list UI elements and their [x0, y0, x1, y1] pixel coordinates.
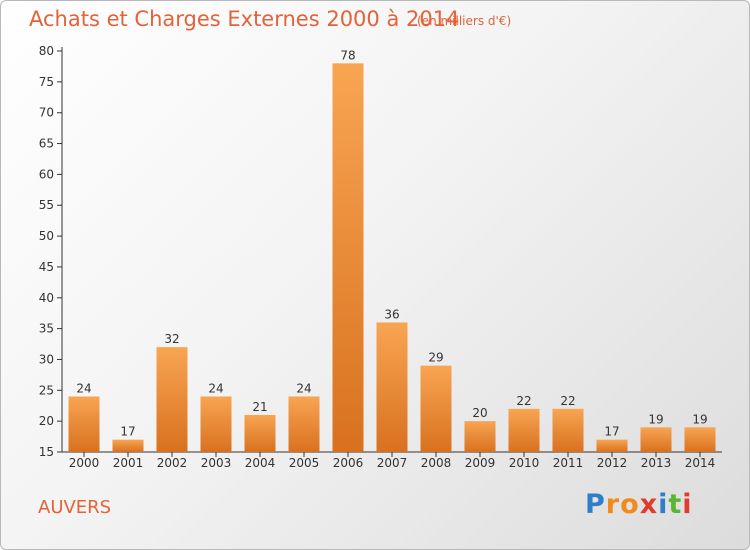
- data-label-2001: 17: [120, 425, 135, 439]
- y-tick-label: 25: [39, 383, 54, 397]
- x-tick-label: 2004: [245, 456, 276, 470]
- y-tick-label: 30: [39, 352, 54, 366]
- logo-letter: t: [668, 489, 683, 520]
- bar-2009: [464, 421, 496, 452]
- bar-2014: [684, 427, 716, 452]
- data-label-2014: 19: [692, 412, 707, 426]
- x-tick-label: 2000: [69, 456, 100, 470]
- bar-2005: [288, 396, 320, 452]
- data-label-2000: 24: [76, 381, 91, 395]
- y-tick-label: 45: [39, 260, 54, 274]
- y-tick-label: 65: [39, 137, 54, 151]
- x-tick-label: 2008: [421, 456, 452, 470]
- bar-2007: [376, 322, 408, 452]
- bar-2012: [596, 439, 628, 452]
- y-tick-label: 40: [39, 291, 54, 305]
- bar-2001: [112, 439, 144, 452]
- bar-2006: [332, 63, 364, 452]
- bar-2011: [552, 408, 584, 452]
- y-tick-label: 80: [39, 44, 54, 58]
- bar-2003: [200, 396, 232, 452]
- logo-letter: P: [585, 489, 606, 520]
- data-label-2009: 20: [472, 406, 487, 420]
- bar-2013: [640, 427, 672, 452]
- data-label-2012: 17: [604, 425, 619, 439]
- bar-2004: [244, 414, 276, 452]
- bars: [68, 63, 716, 452]
- data-label-2005: 24: [296, 381, 311, 395]
- y-tick-label: 50: [39, 229, 54, 243]
- y-tick-label: 60: [39, 167, 54, 181]
- y-tick-label: 70: [39, 106, 54, 120]
- bar-2002: [156, 347, 188, 452]
- x-tick-label: 2002: [157, 456, 188, 470]
- bar-2010: [508, 408, 540, 452]
- x-tick-label: 2003: [201, 456, 232, 470]
- y-tick-label: 55: [39, 198, 54, 212]
- y-tick-label: 15: [39, 445, 54, 459]
- x-tick-label: 2014: [685, 456, 716, 470]
- data-label-2007: 36: [384, 307, 399, 321]
- x-tick-label: 2007: [377, 456, 408, 470]
- logo-letter: o: [620, 489, 640, 520]
- logo-letter: r: [605, 489, 621, 520]
- logo-letter: x: [639, 489, 659, 520]
- data-label-2013: 19: [648, 412, 663, 426]
- logo-letter: i: [682, 489, 693, 520]
- x-tick-label: 2006: [333, 456, 364, 470]
- y-tick-label: 75: [39, 75, 54, 89]
- y-tick-label: 35: [39, 322, 54, 336]
- data-label-2004: 21: [252, 400, 267, 414]
- x-tick-label: 2005: [289, 456, 320, 470]
- data-label-2008: 29: [428, 351, 443, 365]
- x-tick-label: 2009: [465, 456, 496, 470]
- axes: 15 20 25 30 35 40 45 50 55 60 65 70 75 80 2000 2001 2002…: [39, 44, 722, 470]
- chart-subtitle: (en milliers d'€): [417, 14, 512, 28]
- data-label-2010: 22: [516, 394, 531, 408]
- place-name: AUVERS: [38, 497, 112, 518]
- bar-2008: [420, 365, 452, 452]
- data-labels: 24 17 32 24 21 24 78 36 29 20 22 22 17 19 19: [76, 48, 707, 438]
- chart-title: Achats et Charges Externes 2000 à 2014: [29, 7, 460, 31]
- logo-letter: i: [658, 489, 669, 520]
- data-label-2011: 22: [560, 394, 575, 408]
- data-label-2003: 24: [208, 381, 223, 395]
- data-label-2006: 78: [340, 48, 355, 62]
- proxiti-logo: Proxiti: [585, 489, 693, 520]
- y-tick-label: 20: [39, 414, 54, 428]
- x-tick-label: 2010: [509, 456, 540, 470]
- x-tick-label: 2001: [113, 456, 144, 470]
- data-label-2002: 32: [164, 332, 179, 346]
- x-tick-label: 2011: [553, 456, 584, 470]
- x-tick-label: 2013: [641, 456, 672, 470]
- x-tick-label: 2012: [597, 456, 628, 470]
- bar-2000: [68, 396, 100, 452]
